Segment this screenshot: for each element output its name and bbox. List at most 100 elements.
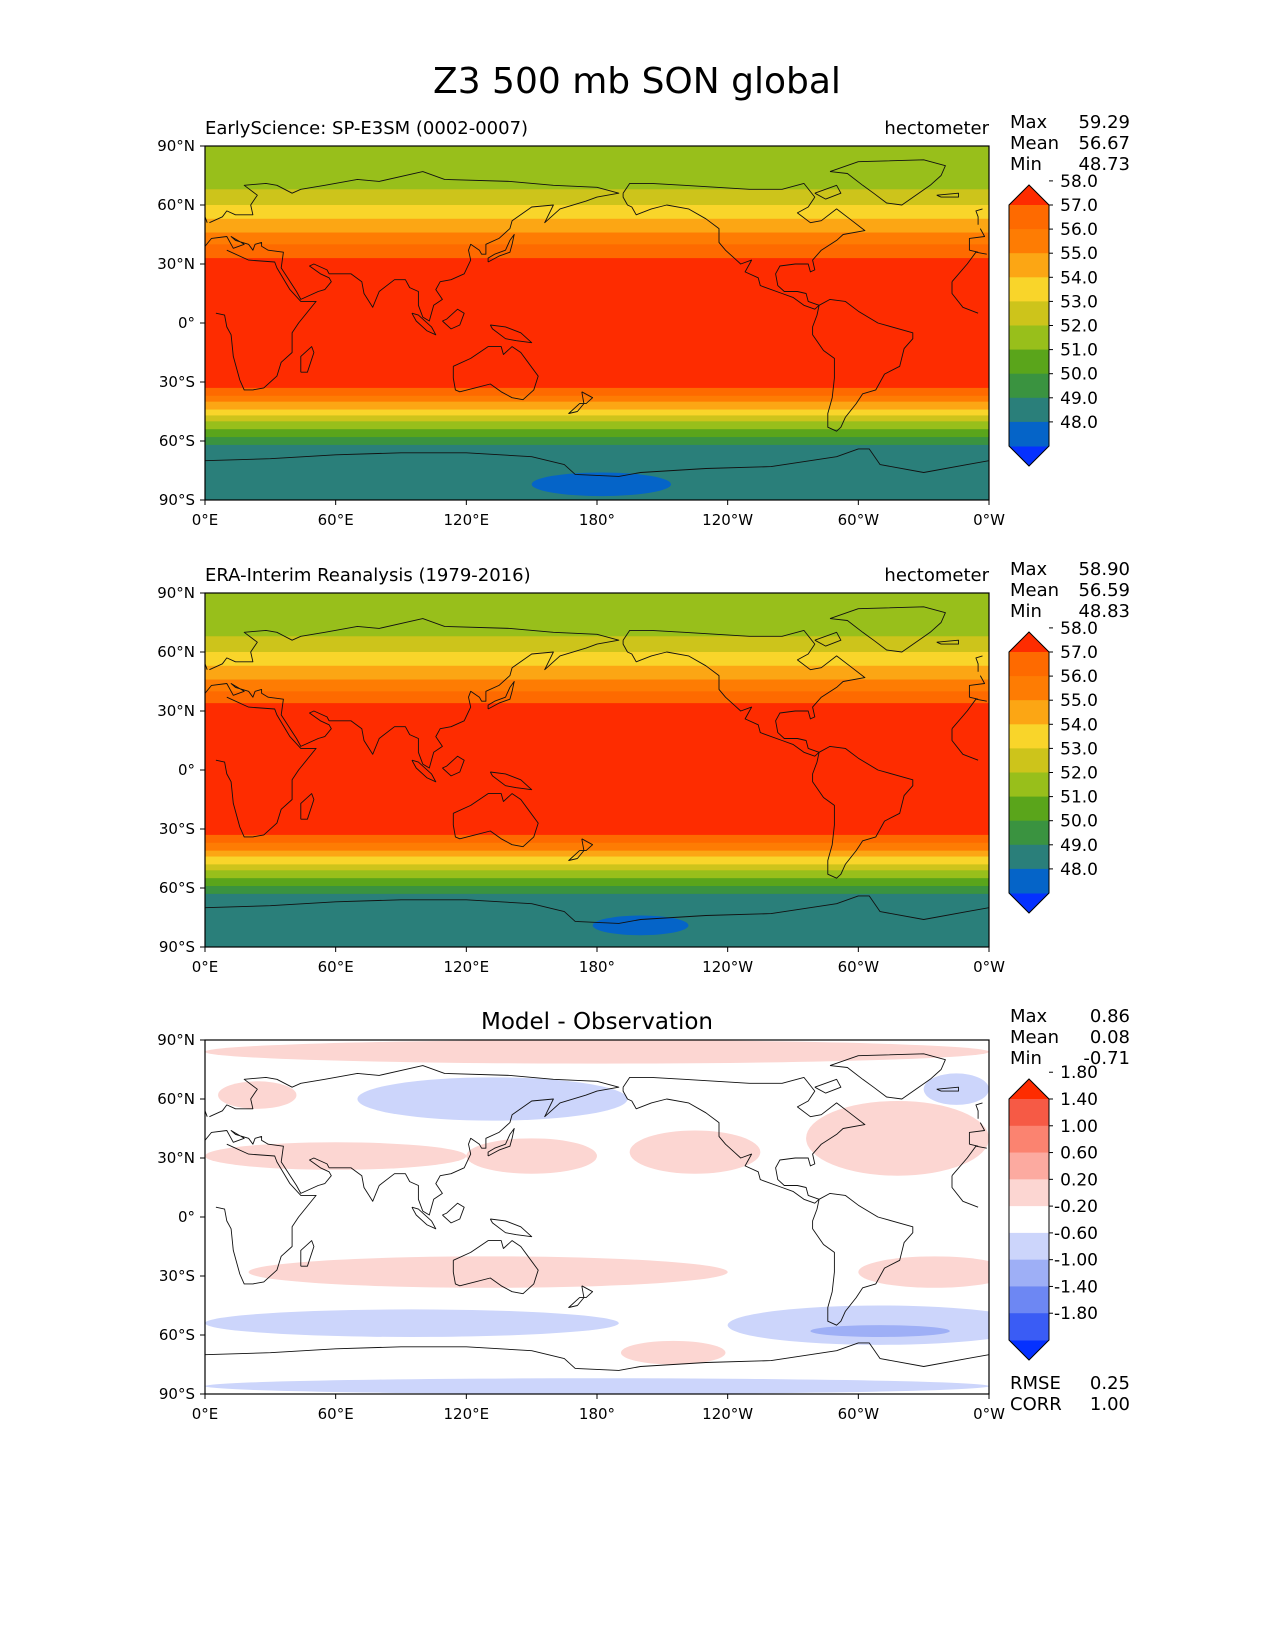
contour-band [205,864,989,871]
colorbar-swatch [1009,253,1049,278]
colorbar-swatch [1009,1099,1049,1127]
contour-region [629,1130,761,1174]
coastline-eurasia [968,1122,986,1145]
colorbar-swatch [1009,1232,1049,1261]
x-tick-label: 120°E [444,511,490,529]
panel-reference: 0°E 60°E 120°E 180° 120°W 60°W 0°W 90°N 60°N 30°N… [157,559,1130,976]
contour-band [205,395,989,403]
stat-label: Mean [1010,580,1059,601]
panel-difference: 0°E 60°E 120°E 180° 120°W 60°W 0°W 90°N 60°N 30°N… [157,1006,1130,1423]
contour-band [205,387,989,397]
x-tick-label: 0°W [973,511,1005,529]
contour-band [205,415,989,422]
contour-band [205,437,989,446]
coastline-australia [452,1240,539,1295]
stat-value: 56.67 [1078,133,1130,154]
coastline-south-america [812,298,914,432]
contour-band [205,679,989,692]
colorbar-tick-label: 49.0 [1060,389,1098,409]
coastline-antarctica [205,895,989,924]
colorbar: 48.0 49.0 50.0 51.0 52.0 53.0 54.0 55.0 56.0 57.0… [1008,619,1098,914]
contour-band [205,878,989,887]
coastline-africa [215,1143,317,1285]
colorbar-swatch [1009,844,1049,870]
x-tick-label: 120°E [444,958,490,976]
figure-title: Z3 500 mb SON global [433,61,841,102]
coastline-madagascar [300,1240,315,1267]
colorbar: -1.80 -1.40 -1.00 -0.60 -0.20 0.20 0.60 1.00 1.4… [1008,1063,1098,1361]
contour-band [205,258,989,379]
coastline-greenland [829,159,946,206]
x-tick-label: 60°W [838,958,880,976]
contour-band [205,218,989,234]
contour-region [620,1340,726,1365]
x-tick-label: 180° [579,1405,615,1423]
colorbar-swatch [1009,1206,1049,1234]
contour-region [357,1077,628,1121]
colorbar-swatch [1009,820,1049,846]
colorbar-swatch [1009,277,1049,302]
colorbar-tick-label: -1.80 [1054,1304,1098,1324]
contour-band [205,842,989,852]
colorbar-tick-label: 49.0 [1060,836,1098,856]
map-field [205,146,989,500]
y-tick-label: 90°N [157,1031,195,1049]
stat-value: -0.71 [1083,1048,1130,1069]
coastline-africa [951,251,987,282]
stat-value: 1.00 [1090,1394,1130,1415]
colorbar-outline [1008,184,1050,467]
coastline-greenland [829,606,946,653]
contour-band [205,870,989,879]
stat-value: 0.25 [1090,1373,1130,1394]
coastline-eurasia [969,249,979,253]
stat-label: Mean [1010,1027,1059,1048]
contour-region [531,472,672,497]
contour-band [205,146,989,177]
colorbar-swatch [1009,205,1049,230]
stat-label: CORR [1010,1394,1062,1415]
coastline-borneo [442,755,465,777]
colorbar-tick-label: -0.60 [1054,1224,1098,1244]
colorbar-tick-label: 50.0 [1060,812,1098,832]
coastline-greenland [829,1053,946,1100]
contour-region [205,1378,989,1394]
coastline-madagascar [300,793,315,820]
x-tick-label: 60°E [318,1405,354,1423]
y-tick-label: 90°N [157,584,195,602]
coastline-eurasia [969,696,979,700]
coastline-new-guinea [489,324,533,344]
colorbar-tick-label: -0.20 [1054,1197,1098,1217]
colorbar-swatch [1009,301,1049,326]
colorbar-tick-label: 58.0 [1060,172,1098,192]
contour-band [205,703,989,828]
coastline-africa [215,249,317,391]
x-tick-label: 0°W [973,1405,1005,1423]
stat-label: Max [1010,1006,1048,1027]
colorbar-tick-label: 50.0 [1060,365,1098,385]
colorbar-swatch [1009,1286,1049,1314]
colorbar-swatch [1009,676,1049,701]
coastline-britain [975,208,983,225]
y-tick-label: 60°S [159,1326,195,1344]
coastline-eurasia [205,171,620,322]
coastline-australia [452,793,539,848]
colorbar: 48.0 49.0 50.0 51.0 52.0 53.0 54.0 55.0 56.0 57.0… [1008,172,1098,467]
coastline-iceland [936,192,959,198]
contour-band [205,886,989,895]
colorbar-tick-label: 1.00 [1060,1117,1098,1137]
panel-title-left: ERA-Interim Reanalysis (1979-2016) [205,565,531,586]
panel-title-right: hectometer [884,118,989,139]
contour-band [205,593,989,624]
stat-label: Max [1010,112,1048,133]
colorbar-tick-label: 55.0 [1060,691,1098,711]
coastlines [205,1053,989,1371]
coastline-eurasia [968,228,986,251]
coastline-north-america [622,1076,866,1204]
contour-region [205,1040,989,1064]
colorbar-swatch [1009,748,1049,773]
colorbar-outline [1008,1078,1050,1361]
coastline-eurasia [205,618,620,769]
panel-test: 0°E 60°E 120°E 180° 120°W 60°W 0°W 90°N 60°N 30°N… [157,112,1130,529]
colorbar-tick-label: 1.80 [1060,1063,1098,1083]
